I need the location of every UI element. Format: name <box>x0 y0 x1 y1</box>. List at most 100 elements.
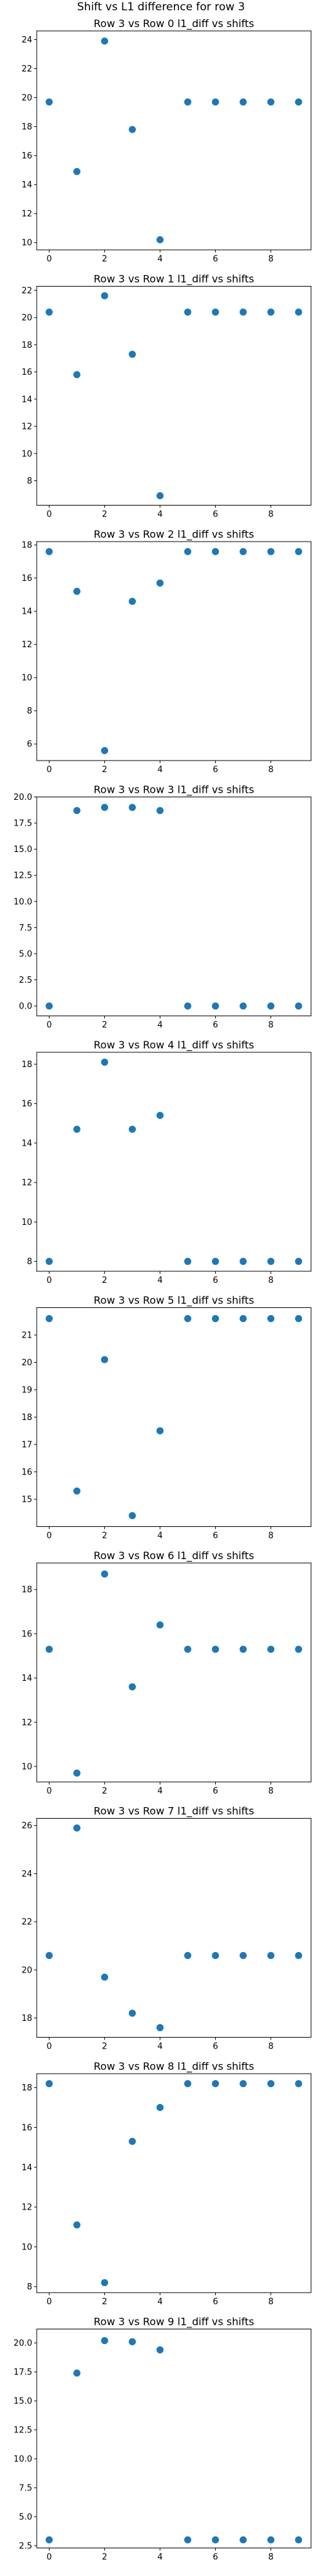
y-tick-label-6-2: 14 <box>21 1674 32 1683</box>
data-point-5-8 <box>267 1315 275 1322</box>
subplot-title-3: Row 3 vs Row 3 l1_diff vs shifts <box>93 784 254 797</box>
data-point-2-2 <box>100 747 108 755</box>
x-tick-label-4-0: 0 <box>46 1276 52 1285</box>
data-point-7-2 <box>100 1973 108 1981</box>
data-point-3-6 <box>212 1002 220 1010</box>
data-point-6-7 <box>240 1645 247 1653</box>
y-tick-label-1-2: 12 <box>21 422 32 432</box>
subplot-title-4: Row 3 vs Row 4 l1_diff vs shifts <box>93 1039 254 1052</box>
data-point-2-0 <box>45 547 53 555</box>
data-point-5-7 <box>240 1315 247 1322</box>
x-tick-label-4-4: 8 <box>268 1276 273 1285</box>
axes-frame-0 <box>36 30 312 251</box>
data-point-8-3 <box>128 2137 136 2145</box>
x-tick-label-0-0: 0 <box>46 254 52 264</box>
y-tick-label-9-4: 12.5 <box>14 2426 32 2436</box>
data-point-7-6 <box>212 1951 220 1959</box>
x-tick-label-1-4: 8 <box>268 510 273 520</box>
x-tick-label-7-3: 6 <box>213 2042 218 2052</box>
x-tick-label-4-2: 4 <box>157 1276 162 1285</box>
data-point-3-4 <box>156 807 164 815</box>
x-tick-label-7-2: 4 <box>157 2042 162 2052</box>
data-point-0-1 <box>73 167 80 175</box>
data-point-5-4 <box>156 1427 164 1435</box>
subplot-title-2: Row 3 vs Row 2 l1_diff vs shifts <box>93 528 254 541</box>
data-point-5-6 <box>212 1315 220 1322</box>
x-tick-label-6-0: 0 <box>46 1786 52 1796</box>
x-tick-label-9-0: 0 <box>46 2553 52 2562</box>
data-point-3-5 <box>184 1002 192 1010</box>
data-point-8-1 <box>73 2221 80 2229</box>
figure-title: Shift vs L1 difference for row 3 <box>77 1 245 14</box>
data-point-7-9 <box>295 1951 303 1959</box>
data-point-0-9 <box>295 98 303 106</box>
y-tick-label-1-4: 16 <box>21 368 32 377</box>
x-tick-label-5-2: 4 <box>157 1531 162 1541</box>
data-point-8-4 <box>156 2104 164 2112</box>
x-tick-label-3-1: 2 <box>102 1021 107 1030</box>
data-point-9-9 <box>295 2536 303 2544</box>
y-tick-label-3-2: 5.0 <box>19 949 32 959</box>
x-tick-label-2-1: 2 <box>102 765 107 775</box>
y-tick-label-0-2: 14 <box>21 180 32 190</box>
x-tick-label-3-0: 0 <box>46 1021 52 1030</box>
data-point-3-8 <box>267 1002 275 1010</box>
data-point-6-5 <box>184 1645 192 1653</box>
y-tick-label-9-2: 7.5 <box>19 2483 32 2493</box>
data-point-6-3 <box>128 1683 136 1690</box>
data-point-9-7 <box>240 2536 247 2544</box>
y-tick-label-9-1: 5.0 <box>19 2512 32 2522</box>
data-point-2-9 <box>295 547 303 555</box>
x-tick-label-0-4: 8 <box>268 254 273 264</box>
x-tick-label-0-2: 4 <box>157 254 162 264</box>
data-point-6-4 <box>156 1621 164 1629</box>
data-point-5-9 <box>295 1315 303 1322</box>
axes-frame-7 <box>36 1818 312 2038</box>
y-tick-label-5-1: 16 <box>21 1468 32 1477</box>
data-point-7-8 <box>267 1951 275 1959</box>
y-tick-label-2-0: 6 <box>27 740 32 750</box>
data-point-1-5 <box>184 308 192 316</box>
data-point-6-1 <box>73 1769 80 1777</box>
subplot-title-0: Row 3 vs Row 0 l1_diff vs shifts <box>93 17 254 30</box>
data-point-9-3 <box>128 2338 136 2345</box>
data-point-0-5 <box>184 98 192 106</box>
data-point-1-8 <box>267 308 275 316</box>
data-point-4-8 <box>267 1258 275 1265</box>
data-point-0-3 <box>128 126 136 133</box>
subplot-title-5: Row 3 vs Row 5 l1_diff vs shifts <box>93 1294 254 1307</box>
axes-frame-6 <box>36 1562 312 1783</box>
data-point-3-1 <box>73 807 80 815</box>
axes-frame-8 <box>36 2073 312 2293</box>
data-point-2-1 <box>73 587 80 595</box>
y-tick-label-0-1: 12 <box>21 209 32 219</box>
data-point-1-1 <box>73 371 80 379</box>
x-tick-label-7-0: 0 <box>46 2042 52 2052</box>
data-point-8-5 <box>184 2079 192 2087</box>
x-tick-label-0-3: 6 <box>213 254 218 264</box>
y-tick-label-2-1: 8 <box>27 706 32 716</box>
x-tick-label-8-1: 2 <box>102 2297 107 2307</box>
data-point-9-1 <box>73 2369 80 2377</box>
x-tick-label-8-4: 8 <box>268 2297 273 2307</box>
axes-frame-2 <box>36 541 312 761</box>
data-point-4-9 <box>295 1258 303 1265</box>
data-point-5-2 <box>100 1356 108 1363</box>
data-point-2-6 <box>212 547 220 555</box>
y-tick-label-4-4: 16 <box>21 1099 32 1109</box>
data-point-6-6 <box>212 1645 220 1653</box>
data-point-4-2 <box>100 1058 108 1066</box>
y-tick-label-0-4: 18 <box>21 122 32 132</box>
data-point-7-3 <box>128 2009 136 2017</box>
data-point-7-5 <box>184 1951 192 1959</box>
data-point-0-2 <box>100 37 108 45</box>
y-tick-label-6-1: 12 <box>21 1718 32 1728</box>
x-tick-label-7-4: 8 <box>268 2042 273 2052</box>
y-tick-label-5-4: 19 <box>21 1386 32 1396</box>
data-point-6-9 <box>295 1645 303 1653</box>
data-point-1-7 <box>240 308 247 316</box>
y-tick-label-0-5: 20 <box>21 93 32 103</box>
y-tick-label-4-0: 8 <box>27 1257 32 1267</box>
data-point-7-1 <box>73 1824 80 1832</box>
